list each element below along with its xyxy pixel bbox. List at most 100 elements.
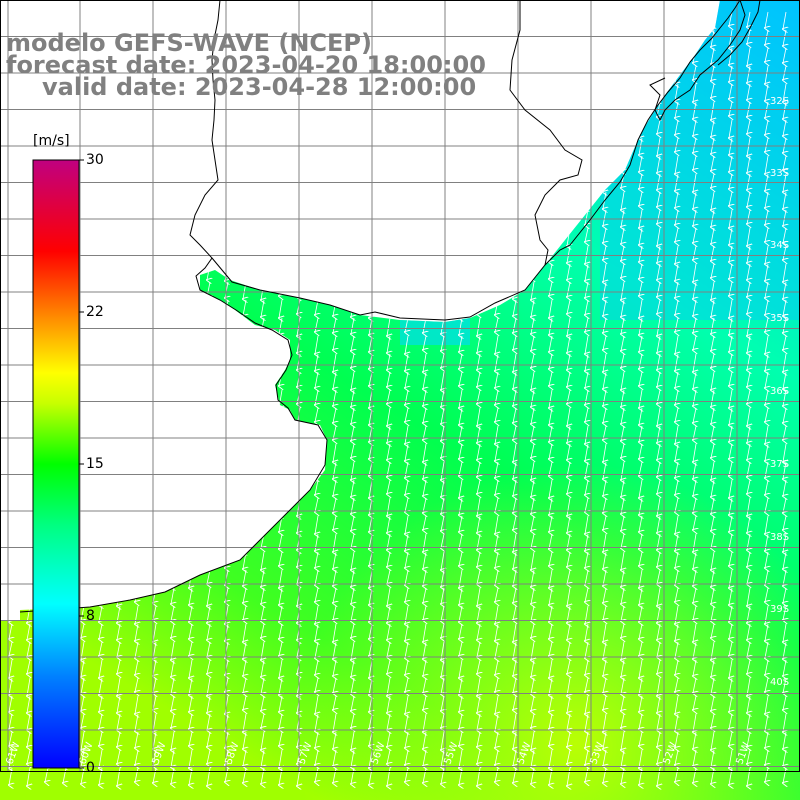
wind-arrow [765,137,768,152]
wind-arrow [585,407,588,422]
wind-arrow [387,443,390,460]
wind-arrow [693,245,696,260]
wind-arrow [441,389,444,407]
wind-arrow [765,353,768,371]
wind-arrow [639,191,642,206]
wind-arrow [549,569,552,588]
wind-arrow [117,641,120,657]
wind-arrow [567,569,570,584]
wind-arrow [585,551,588,568]
wind-arrow [567,245,570,263]
wind-arrow [549,425,552,442]
wind-arrow [549,641,552,656]
wind-arrow [567,335,570,353]
wind-arrow [711,245,714,261]
wind-arrow [765,533,768,551]
wind-arrow [423,605,426,620]
wind-arrow [585,587,588,602]
wind-arrow [765,83,768,101]
wind-arrow [333,623,336,642]
wind-arrow [333,605,336,620]
wind-arrow [747,479,750,494]
wind-arrow [747,227,750,246]
wind-arrow [711,389,714,407]
wind-arrow [711,551,714,570]
latitude-label: 34S [770,240,789,251]
wind-arrow [621,605,624,621]
wind-arrow [441,443,444,458]
wind-arrow [567,623,570,640]
wind-arrow [729,443,732,459]
wind-arrow [765,335,768,354]
wind-arrow [621,191,624,210]
wind-arrow [747,551,750,567]
wind-arrow [477,497,480,516]
wind-arrow [549,353,552,369]
wind-arrow [333,641,336,659]
wind-arrow [729,245,732,262]
wind-arrow [657,119,660,134]
wind-arrow [531,515,534,531]
wind-arrow [513,533,516,552]
wind-arrow [513,407,516,423]
wind-arrow [279,299,282,318]
wind-arrow [657,155,660,173]
wind-arrow [171,605,174,621]
wind-arrow [711,605,714,621]
wind-arrow [315,389,318,405]
wind-arrow [567,407,570,426]
wind-arrow [747,623,750,640]
wind-arrow [459,605,462,622]
wind-arrow [729,569,732,588]
wind-arrow [477,515,480,533]
wind-arrow [549,515,552,532]
wind-arrow [693,569,696,586]
colorbar-tick-label: 0 [86,760,95,776]
wind-arrow [459,587,462,605]
wind-arrow [549,587,552,605]
wind-arrow [783,335,786,350]
wind-arrow [279,605,282,622]
wind-arrow [603,245,606,260]
wind-arrow [81,623,84,638]
wind-arrow [441,371,444,390]
wind-arrow [765,155,768,174]
wind-arrow [747,11,750,27]
wind-arrow [279,623,282,639]
wind-arrow [513,641,516,659]
wind-arrow [261,605,264,621]
wind-arrow [495,569,498,585]
wind-arrow [693,587,696,603]
wind-arrow [387,407,390,426]
wind-arrow [711,443,714,458]
wind-arrow [495,461,498,478]
wind-arrow [747,245,750,263]
wind-arrow [657,335,660,353]
wind-arrow [459,515,462,532]
wind-arrow [675,335,678,354]
wind-arrow [783,407,786,423]
wind-arrow [351,533,354,548]
wind-arrow [585,569,588,585]
wind-arrow [765,551,768,568]
wind-arrow [567,425,570,443]
wind-arrow [567,641,570,657]
wind-arrow [783,623,786,642]
wind-arrow [243,605,246,620]
wind-arrow [657,623,660,640]
wind-arrow [711,191,714,210]
wind-arrow [765,119,768,135]
wind-arrow [459,479,462,498]
wind-arrow [549,281,552,296]
wind-arrow [603,407,606,423]
wind-arrow [783,479,786,496]
wind-arrow [729,425,732,442]
wind-arrow [567,317,570,336]
wind-arrow [711,515,714,531]
wind-arrow [387,569,390,584]
wind-arrow [405,587,408,602]
wind-arrow [441,587,444,604]
wind-arrow [711,155,714,171]
wind-arrow [549,605,552,622]
wind-arrow [729,389,732,408]
